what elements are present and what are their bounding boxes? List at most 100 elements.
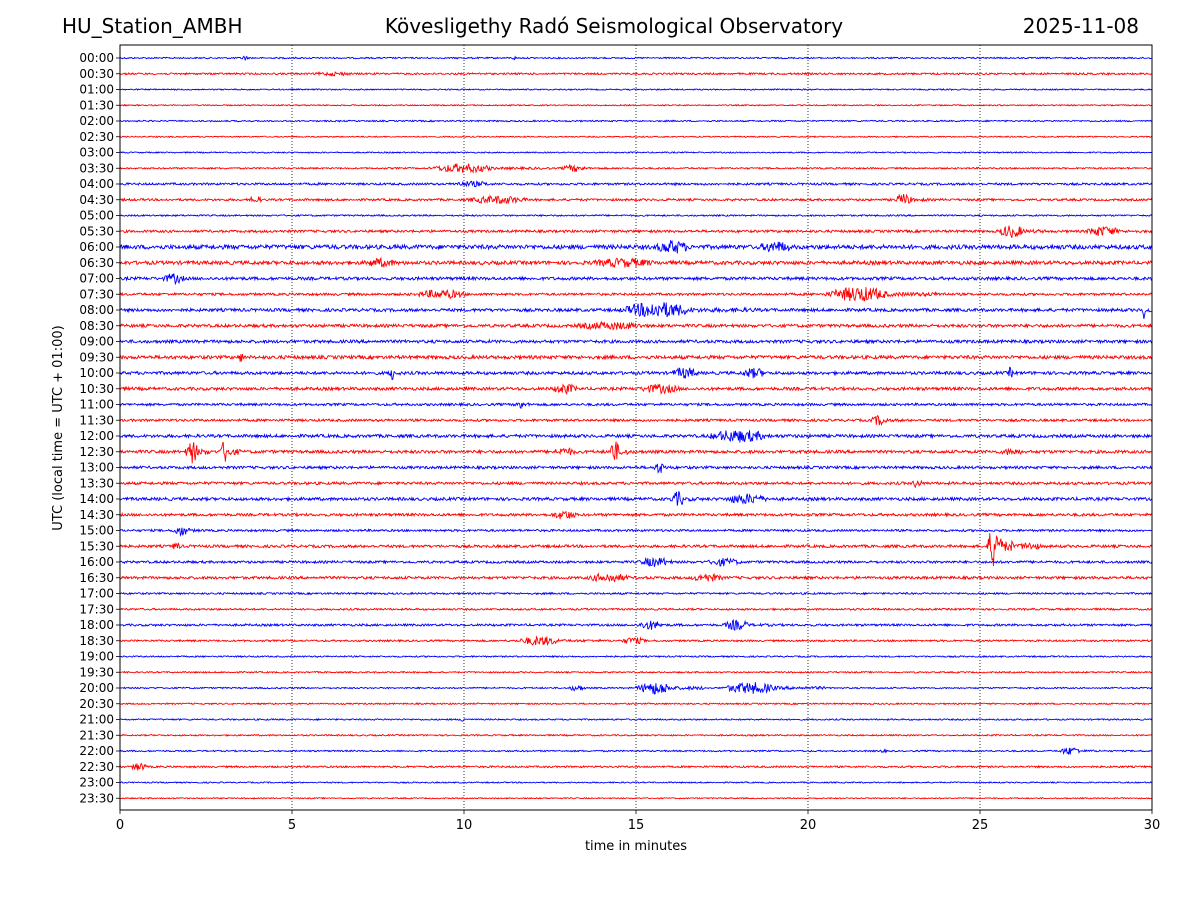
y-tick-label: 06:30 — [79, 256, 114, 270]
seismic-trace — [119, 591, 1153, 596]
seismic-trace — [120, 88, 1153, 91]
seismic-trace — [119, 55, 1152, 61]
y-tick-label: 19:30 — [79, 665, 114, 679]
y-tick-label: 19:00 — [79, 650, 114, 664]
seismic-trace — [119, 796, 1153, 800]
seismic-trace — [119, 654, 1153, 659]
y-tick-label: 22:00 — [79, 744, 114, 758]
y-tick-label: 17:30 — [79, 602, 114, 616]
y-tick-label: 18:30 — [79, 634, 114, 648]
seismic-trace — [119, 556, 1153, 567]
y-tick-label: 05:30 — [79, 224, 114, 238]
seismic-trace — [119, 491, 1153, 506]
grid-lines — [291, 45, 981, 810]
y-tick-label: 09:30 — [79, 350, 114, 364]
seismic-trace — [119, 781, 1152, 784]
y-tick-label: 03:00 — [79, 146, 114, 160]
seismic-trace — [119, 180, 1153, 188]
seismic-trace — [119, 607, 1153, 612]
x-tick-label: 15 — [628, 818, 645, 833]
seismic-trace — [119, 717, 1153, 722]
y-tick-label: 23:30 — [79, 791, 114, 805]
y-tick-label: 13:30 — [79, 476, 114, 490]
y-tick-label: 21:00 — [79, 713, 114, 727]
y-tick-label: 14:30 — [79, 508, 114, 522]
y-tick-label: 09:00 — [79, 335, 114, 349]
y-tick-label: 10:00 — [79, 366, 114, 380]
x-axis-label: time in minutes — [585, 839, 687, 854]
seismic-trace — [119, 302, 1152, 319]
y-tick-label: 21:30 — [79, 728, 114, 742]
y-tick-label: 13:00 — [79, 461, 114, 475]
station-label: HU_Station_AMBH — [62, 14, 243, 38]
x-tick-label: 0 — [116, 818, 124, 833]
y-tick-label: 08:30 — [79, 319, 114, 333]
y-tick-label: 20:30 — [79, 697, 114, 711]
seismic-trace — [119, 256, 1153, 269]
seismic-trace — [119, 762, 1152, 771]
seismic-trace — [119, 533, 1153, 566]
y-tick-label: 04:30 — [79, 193, 114, 207]
x-tick-labels: 0 5 10 15 20 25 30 — [116, 810, 1160, 833]
y-tick-label: 00:00 — [79, 51, 114, 65]
y-tick-label: 04:00 — [79, 177, 114, 191]
seismic-trace — [119, 353, 1153, 362]
seismic-trace — [119, 414, 1153, 427]
x-tick-label: 5 — [288, 818, 296, 833]
y-tick-label: 15:30 — [79, 539, 114, 553]
y-axis-label: UTC (local time = UTC + 01:00) — [51, 325, 66, 530]
seismic-trace — [119, 618, 1153, 632]
y-tick-label: 12:30 — [79, 445, 114, 459]
seismic-trace — [119, 273, 1153, 286]
seismic-trace — [119, 240, 1153, 254]
y-tick-label: 10:30 — [79, 382, 114, 396]
seismic-trace — [119, 163, 1153, 174]
y-tick-label: 08:00 — [79, 303, 114, 317]
seismic-trace — [119, 151, 1153, 154]
seismic-trace — [119, 383, 1153, 396]
seismic-trace — [119, 103, 1153, 107]
seismic-trace — [119, 287, 1153, 302]
y-tick-label: 11:30 — [79, 413, 114, 427]
seismic-trace — [119, 71, 1153, 77]
seismic-trace — [119, 366, 1153, 380]
trace-group — [119, 55, 1153, 800]
seismic-trace — [119, 225, 1153, 238]
seismic-trace — [119, 527, 1153, 538]
y-tick-label: 01:00 — [79, 83, 114, 97]
y-tick-label: 16:30 — [79, 571, 114, 585]
x-tick-label: 20 — [800, 818, 817, 833]
seismic-trace — [119, 320, 1153, 331]
seismic-trace — [119, 119, 1153, 123]
y-tick-label: 18:00 — [79, 618, 114, 632]
observatory-title: Kövesligethy Radó Seismological Observat… — [384, 14, 844, 38]
y-tick-label: 00:30 — [79, 67, 114, 81]
y-tick-label: 23:00 — [79, 776, 114, 790]
seismic-trace — [119, 430, 1153, 443]
y-tick-label: 05:00 — [79, 209, 114, 223]
seismic-trace — [120, 463, 1153, 474]
seismic-trace — [119, 635, 1153, 647]
x-tick-label: 10 — [456, 818, 473, 833]
y-tick-label: 22:30 — [79, 760, 114, 774]
seismic-trace — [119, 213, 1153, 218]
seismic-trace — [119, 572, 1153, 583]
y-tick-label: 20:00 — [79, 681, 114, 695]
x-tick-label: 25 — [972, 818, 989, 833]
y-tick-label: 12:00 — [79, 429, 114, 443]
seismic-trace — [119, 441, 1153, 464]
y-tick-label: 02:00 — [79, 114, 114, 128]
y-tick-label: 14:00 — [79, 492, 114, 506]
seismic-trace — [119, 670, 1153, 674]
x-tick-label: 30 — [1144, 818, 1161, 833]
y-tick-label: 16:00 — [79, 555, 114, 569]
seismic-trace — [119, 747, 1153, 755]
y-tick-label: 03:30 — [79, 161, 114, 175]
y-tick-label: 11:00 — [79, 398, 114, 412]
seismic-trace — [119, 338, 1153, 345]
seismic-trace — [119, 479, 1152, 489]
seismic-trace — [119, 135, 1153, 139]
y-tick-label: 07:30 — [79, 287, 114, 301]
